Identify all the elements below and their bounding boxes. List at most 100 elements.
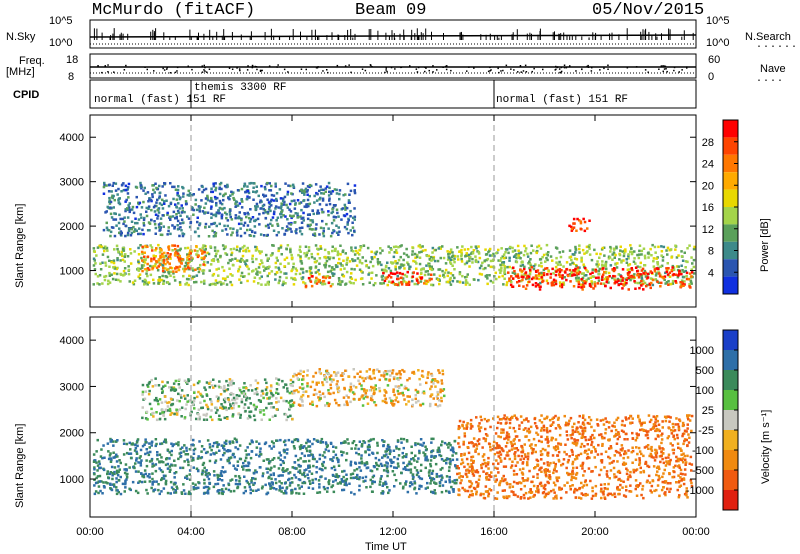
velocity-cell	[278, 485, 282, 488]
power-cell	[576, 217, 579, 221]
power-cell	[197, 205, 201, 208]
power-cell	[329, 284, 333, 288]
velocity-cell	[349, 473, 353, 476]
velocity-cell	[112, 444, 115, 447]
velocity-cell	[206, 475, 209, 478]
power-cell	[284, 215, 287, 218]
velocity-cell	[542, 462, 546, 465]
power-cell	[118, 213, 121, 217]
power-cell	[690, 282, 693, 285]
power-cell	[104, 274, 108, 278]
velocity-cell	[220, 474, 224, 477]
power-cell	[405, 283, 408, 286]
power-cell	[108, 274, 112, 277]
power-cell	[262, 193, 265, 197]
power-cell	[400, 280, 403, 284]
power-cell	[498, 268, 501, 272]
power-cell	[582, 281, 585, 285]
velocity-cell	[470, 463, 473, 466]
power-cell	[230, 190, 233, 194]
power-cell	[387, 274, 391, 277]
power-cell	[259, 233, 263, 236]
power-cell	[580, 272, 584, 275]
velocity-cell	[274, 481, 278, 485]
power-cell	[189, 221, 193, 224]
velocity-cell	[137, 461, 140, 464]
velocity-cell	[281, 468, 284, 472]
power-cell	[537, 274, 541, 277]
power-cell	[662, 245, 666, 249]
velocity-cell	[418, 487, 421, 491]
power-cell	[252, 234, 256, 238]
velocity-cell	[223, 451, 226, 455]
power-cell	[423, 273, 427, 277]
velocity-cell	[116, 489, 119, 492]
velocity-cell	[280, 482, 283, 485]
power-cell	[294, 267, 298, 270]
cpid-segment-2: themis 3300 RF	[194, 82, 287, 94]
velocity-cell	[218, 474, 221, 477]
power-cell	[126, 231, 130, 235]
power-cell	[346, 221, 349, 224]
power-cell	[129, 252, 133, 255]
velocity-cell	[418, 449, 421, 453]
velocity-cell	[555, 494, 558, 497]
power-cell	[674, 273, 678, 276]
velocity-cell	[208, 446, 212, 449]
power-cell	[169, 266, 172, 269]
power-cell	[528, 280, 531, 283]
power-cell	[240, 217, 243, 220]
freq-point	[163, 69, 166, 71]
power-cell	[234, 257, 237, 260]
velocity-cell	[337, 464, 341, 467]
velocity-cell	[285, 469, 288, 472]
velocity-cell	[288, 471, 292, 474]
power-cell	[559, 255, 563, 259]
power-cell	[213, 221, 217, 225]
power-cell	[126, 188, 129, 191]
velocity-cell	[242, 465, 246, 468]
power-cell	[252, 186, 255, 189]
velocity-cell	[494, 474, 497, 478]
power-cell	[146, 281, 149, 284]
power-cell	[573, 253, 576, 256]
power-cell	[578, 251, 581, 254]
velocity-cell	[326, 490, 329, 493]
power-cell	[598, 256, 601, 259]
power-cell	[279, 212, 282, 216]
freq-point	[384, 71, 386, 74]
velocity-cell	[631, 461, 634, 464]
power-cell	[132, 211, 136, 215]
freq-point	[489, 70, 491, 72]
power-cell	[197, 270, 201, 274]
power-cell	[166, 261, 169, 264]
velocity-cell	[668, 427, 671, 430]
power-cell	[191, 257, 194, 260]
velocity-cell	[446, 443, 449, 446]
velocity-cell	[503, 489, 506, 492]
power-cell	[630, 252, 634, 256]
velocity-cell	[441, 466, 444, 470]
power-cell	[168, 255, 172, 258]
velocity-cell	[578, 414, 581, 418]
velocity-cell	[667, 460, 671, 463]
power-cell	[228, 213, 232, 216]
velocity-cell	[169, 492, 172, 495]
power-cell	[579, 227, 582, 231]
power-cell	[306, 193, 309, 196]
power-cell	[438, 274, 442, 278]
velocity-cell	[315, 466, 318, 469]
freq-point	[587, 64, 589, 67]
velocity-cell	[365, 486, 368, 489]
power-cell	[653, 270, 657, 273]
power-cell	[274, 266, 278, 269]
power-cell	[521, 260, 524, 263]
velocity-cell	[509, 483, 512, 486]
power-cell	[604, 264, 608, 268]
power-cell	[243, 212, 246, 215]
radar-title: McMurdo (fitACF)	[92, 1, 256, 20]
velocity-cell	[552, 461, 555, 464]
power-cell	[460, 248, 463, 252]
power-cell	[318, 189, 321, 193]
power-cell	[267, 201, 271, 204]
